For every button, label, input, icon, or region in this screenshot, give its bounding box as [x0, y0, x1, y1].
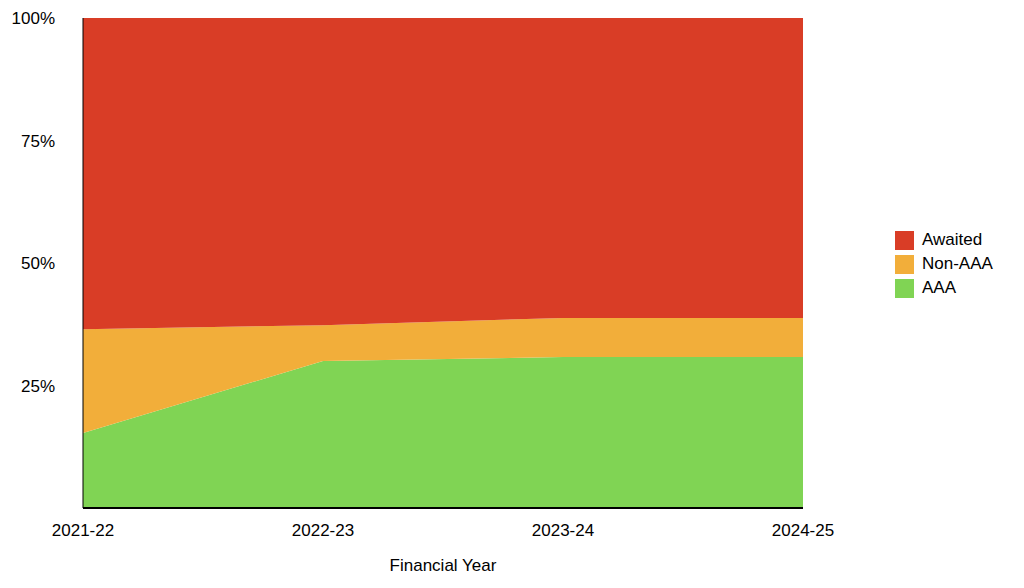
svg-text:2021-22: 2021-22: [52, 521, 114, 540]
svg-text:2023-24: 2023-24: [532, 521, 594, 540]
svg-text:Financial Year: Financial Year: [390, 556, 497, 575]
html-text:Awaited: Awaited: [922, 230, 983, 249]
svg-text:2024-25: 2024-25: [772, 521, 834, 540]
svg-text:75%: 75%: [21, 132, 55, 151]
html-text:Non-AAA: Non-AAA: [922, 254, 993, 273]
svg-text:25%: 25%: [21, 377, 55, 396]
svg-text:2022-23: 2022-23: [292, 521, 354, 540]
svg-text:50%: 50%: [21, 254, 55, 273]
svg-text:100%: 100%: [12, 9, 55, 28]
html-text:AAA: AAA: [922, 278, 956, 297]
